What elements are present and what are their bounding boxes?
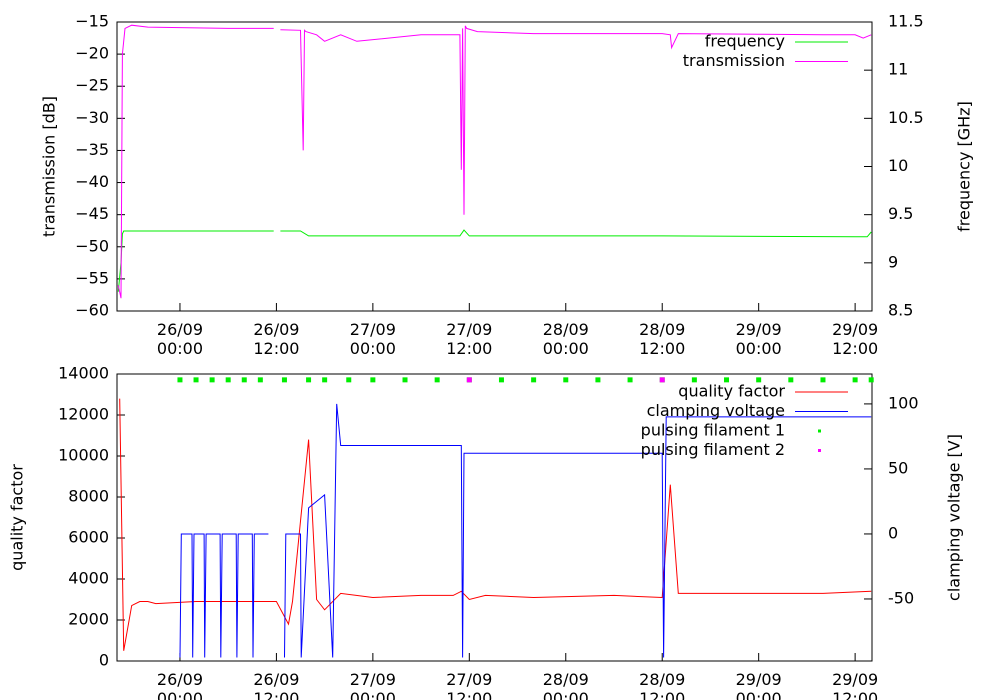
y2-axis-label: clamping voltage [V] [945,434,964,601]
legend-swatch [818,429,821,433]
data-point [788,377,794,383]
series-line [179,403,872,658]
data-point [193,377,199,383]
y2-tick-label: -50 [888,588,914,607]
legend-swatch [818,449,821,452]
y-tick-label: −20 [75,44,109,63]
data-point [756,377,762,383]
y-axis-label: quality factor [8,464,27,571]
y-axis-label: transmission [dB] [40,96,59,237]
x-tick-label: 29/09 00:00 [736,320,782,358]
y2-tick-label: 11.5 [888,12,924,31]
data-point [595,377,601,383]
data-point [627,377,633,383]
data-point [691,377,697,383]
y-tick-label: −40 [75,172,109,191]
y2-tick-label: 100 [888,393,919,412]
data-point [852,377,858,383]
y-tick-label: 14000 [58,364,109,383]
y-tick-label: 0 [99,651,109,670]
y-tick-label: −15 [75,12,109,31]
y-tick-label: −55 [75,268,109,287]
data-point [402,377,408,383]
data-point [498,377,504,383]
x-tick-label: 27/09 12:00 [446,320,492,358]
data-point [225,377,231,383]
data-point [868,377,874,383]
y2-tick-label: 9 [888,252,898,271]
data-point [466,377,472,383]
legend-label: quality factor [678,382,785,401]
x-tick-label: 26/09 12:00 [253,670,299,700]
series-line [117,229,872,292]
legend-label: frequency [705,32,785,51]
data-point [322,377,328,383]
y-tick-label: −60 [75,301,109,320]
y-tick-label: −30 [75,108,109,127]
series-line [117,24,872,299]
y-tick-label: −25 [75,76,109,95]
y2-tick-label: 10.5 [888,108,924,127]
y-tick-label: −45 [75,204,109,223]
x-tick-label: 29/09 12:00 [832,670,878,700]
x-tick-label: 28/09 00:00 [543,670,589,700]
y-tick-label: 2000 [68,610,109,629]
data-point [659,377,665,383]
data-point [346,377,352,383]
x-tick-label: 26/09 12:00 [253,320,299,358]
x-tick-label: 28/09 12:00 [639,670,685,700]
data-point [209,377,215,383]
data-point [563,377,569,383]
legend-label: transmission [683,51,785,70]
y2-tick-label: 9.5 [888,204,913,223]
x-tick-label: 26/09 00:00 [157,670,203,700]
x-tick-label: 28/09 12:00 [639,320,685,358]
data-point [724,377,730,383]
data-point [177,377,183,383]
plot-frame [116,373,873,662]
data-point [241,377,247,383]
data-point [820,377,826,383]
y2-tick-label: 8.5 [888,301,913,320]
data-point [257,377,263,383]
y2-axis-label: frequency [GHz] [955,101,974,232]
x-tick-label: 27/09 12:00 [446,670,492,700]
x-tick-label: 27/09 00:00 [350,670,396,700]
y-tick-label: 10000 [58,446,109,465]
y2-tick-label: 50 [888,458,908,477]
data-point [434,377,440,383]
data-point [281,377,287,383]
y-tick-label: −50 [75,236,109,255]
legend-label: pulsing filament 2 [641,440,785,459]
series-line [119,398,872,651]
x-tick-label: 27/09 00:00 [350,320,396,358]
x-tick-label: 29/09 12:00 [832,320,878,358]
y2-tick-label: 0 [888,523,898,542]
data-point [531,377,537,383]
data-point [370,377,376,383]
x-tick-label: 29/09 00:00 [736,670,782,700]
legend-label: pulsing filament 1 [641,421,785,440]
legend-label: clamping voltage [647,401,785,420]
y-tick-label: 12000 [58,405,109,424]
x-tick-label: 26/09 00:00 [157,320,203,358]
y-tick-label: 8000 [68,487,109,506]
x-tick-label: 28/09 00:00 [543,320,589,358]
y2-tick-label: 11 [888,60,908,79]
y2-tick-label: 10 [888,156,908,175]
y-tick-label: −35 [75,140,109,159]
y-tick-label: 4000 [68,569,109,588]
y-tick-label: 6000 [68,528,109,547]
data-point [306,377,312,383]
